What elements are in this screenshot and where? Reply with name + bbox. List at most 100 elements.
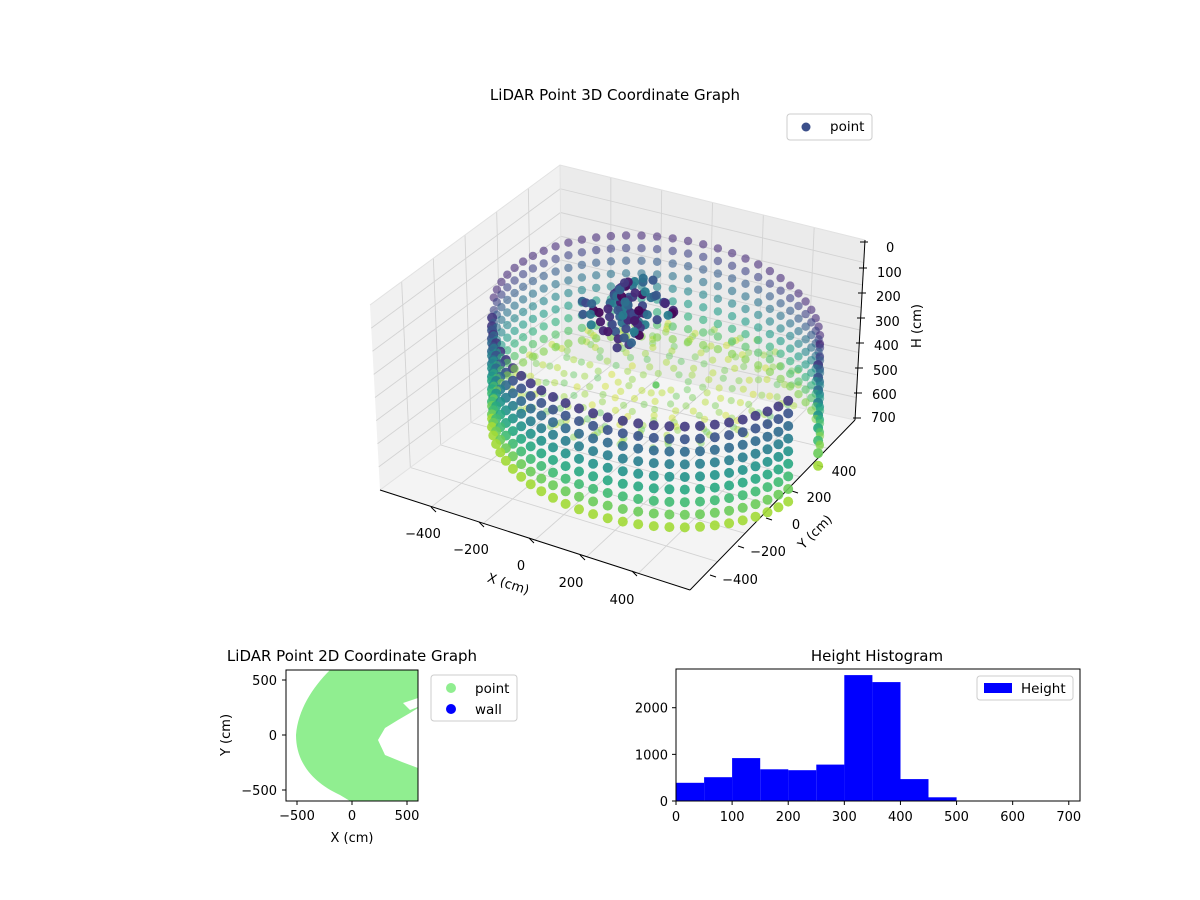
point-marker [564, 301, 573, 310]
point-marker [634, 306, 644, 316]
point-marker [518, 333, 528, 342]
point-marker [762, 482, 773, 493]
point-marker [577, 235, 587, 244]
histogram-bar [676, 782, 705, 801]
point-marker [724, 430, 735, 441]
point-marker [526, 372, 535, 380]
point-marker [807, 330, 816, 340]
point-marker [564, 326, 573, 336]
point-marker [762, 469, 773, 480]
point-marker [648, 275, 658, 285]
x-tick-label: 500 [944, 810, 969, 825]
point-marker [617, 441, 628, 451]
point-marker [617, 516, 628, 527]
point-marker [518, 270, 528, 279]
point-marker [649, 343, 657, 352]
point-marker [560, 423, 571, 434]
point-marker [622, 349, 630, 357]
point-marker [586, 309, 596, 319]
point-marker [648, 432, 659, 443]
point-marker [510, 263, 519, 273]
axes-frame-histogram [675, 668, 1081, 802]
point-marker [601, 382, 610, 390]
point-marker [741, 254, 750, 263]
point-marker [633, 494, 644, 504]
point-marker [745, 349, 753, 357]
h-tick-label: 0 [886, 241, 894, 256]
point-marker [497, 303, 506, 312]
point-marker [705, 376, 713, 384]
point-marker [776, 324, 785, 333]
point-marker [510, 339, 519, 348]
point-marker [741, 304, 750, 314]
point-marker [801, 335, 810, 344]
point-marker [724, 442, 735, 453]
point-marker [628, 407, 636, 416]
point-marker [807, 356, 816, 365]
point-marker [539, 246, 548, 255]
point-marker [577, 323, 587, 333]
point-marker [719, 374, 727, 382]
point-marker [638, 386, 646, 395]
point-marker [815, 441, 824, 450]
point-marker [497, 277, 506, 287]
point-marker [783, 471, 794, 482]
x-tick-label: 200 [776, 810, 801, 825]
point-marker [783, 496, 794, 507]
point-marker [679, 484, 690, 495]
x-tick-label: 700 [1056, 810, 1081, 825]
point-marker [695, 446, 705, 457]
point-marker [588, 401, 596, 409]
point-marker [699, 383, 707, 391]
point-marker [560, 473, 571, 484]
point-marker [525, 441, 536, 452]
point-marker [574, 479, 584, 490]
point-marker [586, 383, 594, 391]
point-marker [503, 320, 512, 330]
point-marker [536, 423, 547, 434]
point-marker [612, 343, 622, 353]
point-marker [776, 374, 785, 384]
point-marker [602, 462, 613, 473]
point-marker [741, 292, 750, 301]
histogram-bar [816, 764, 845, 801]
point-marker [807, 406, 816, 415]
point-marker [570, 391, 578, 400]
point-marker [695, 411, 703, 420]
point-marker [603, 304, 613, 314]
histogram-bar [732, 758, 761, 801]
point-marker [564, 263, 573, 273]
point-marker [518, 345, 528, 354]
point-marker [617, 491, 628, 502]
point-marker [560, 435, 571, 446]
point-marker [750, 436, 761, 447]
x-tick-label: 200 [559, 576, 584, 591]
point-marker [699, 252, 708, 262]
point-marker [594, 374, 602, 382]
point-marker [707, 328, 715, 336]
point-marker [695, 458, 705, 469]
point-marker [620, 401, 628, 409]
point-marker [651, 405, 659, 414]
point-marker [558, 344, 566, 353]
point-marker [577, 285, 587, 295]
point-marker [658, 389, 666, 397]
point-marker [672, 423, 680, 431]
point-marker [592, 245, 601, 255]
point-marker [668, 272, 677, 281]
point-marker [668, 246, 677, 256]
point-marker [652, 232, 662, 241]
point-marker [668, 259, 677, 268]
point-marker [621, 269, 631, 278]
point-marker [564, 238, 573, 247]
point-marker [633, 431, 644, 441]
point-marker [722, 341, 731, 349]
point-marker [794, 390, 803, 399]
plot-area-2d [296, 670, 418, 801]
point-marker [614, 378, 622, 386]
point-marker [740, 363, 748, 371]
x-tick-label: 100 [720, 810, 745, 825]
point-marker [633, 506, 644, 517]
point-marker [617, 466, 628, 477]
point-marker [664, 421, 675, 432]
